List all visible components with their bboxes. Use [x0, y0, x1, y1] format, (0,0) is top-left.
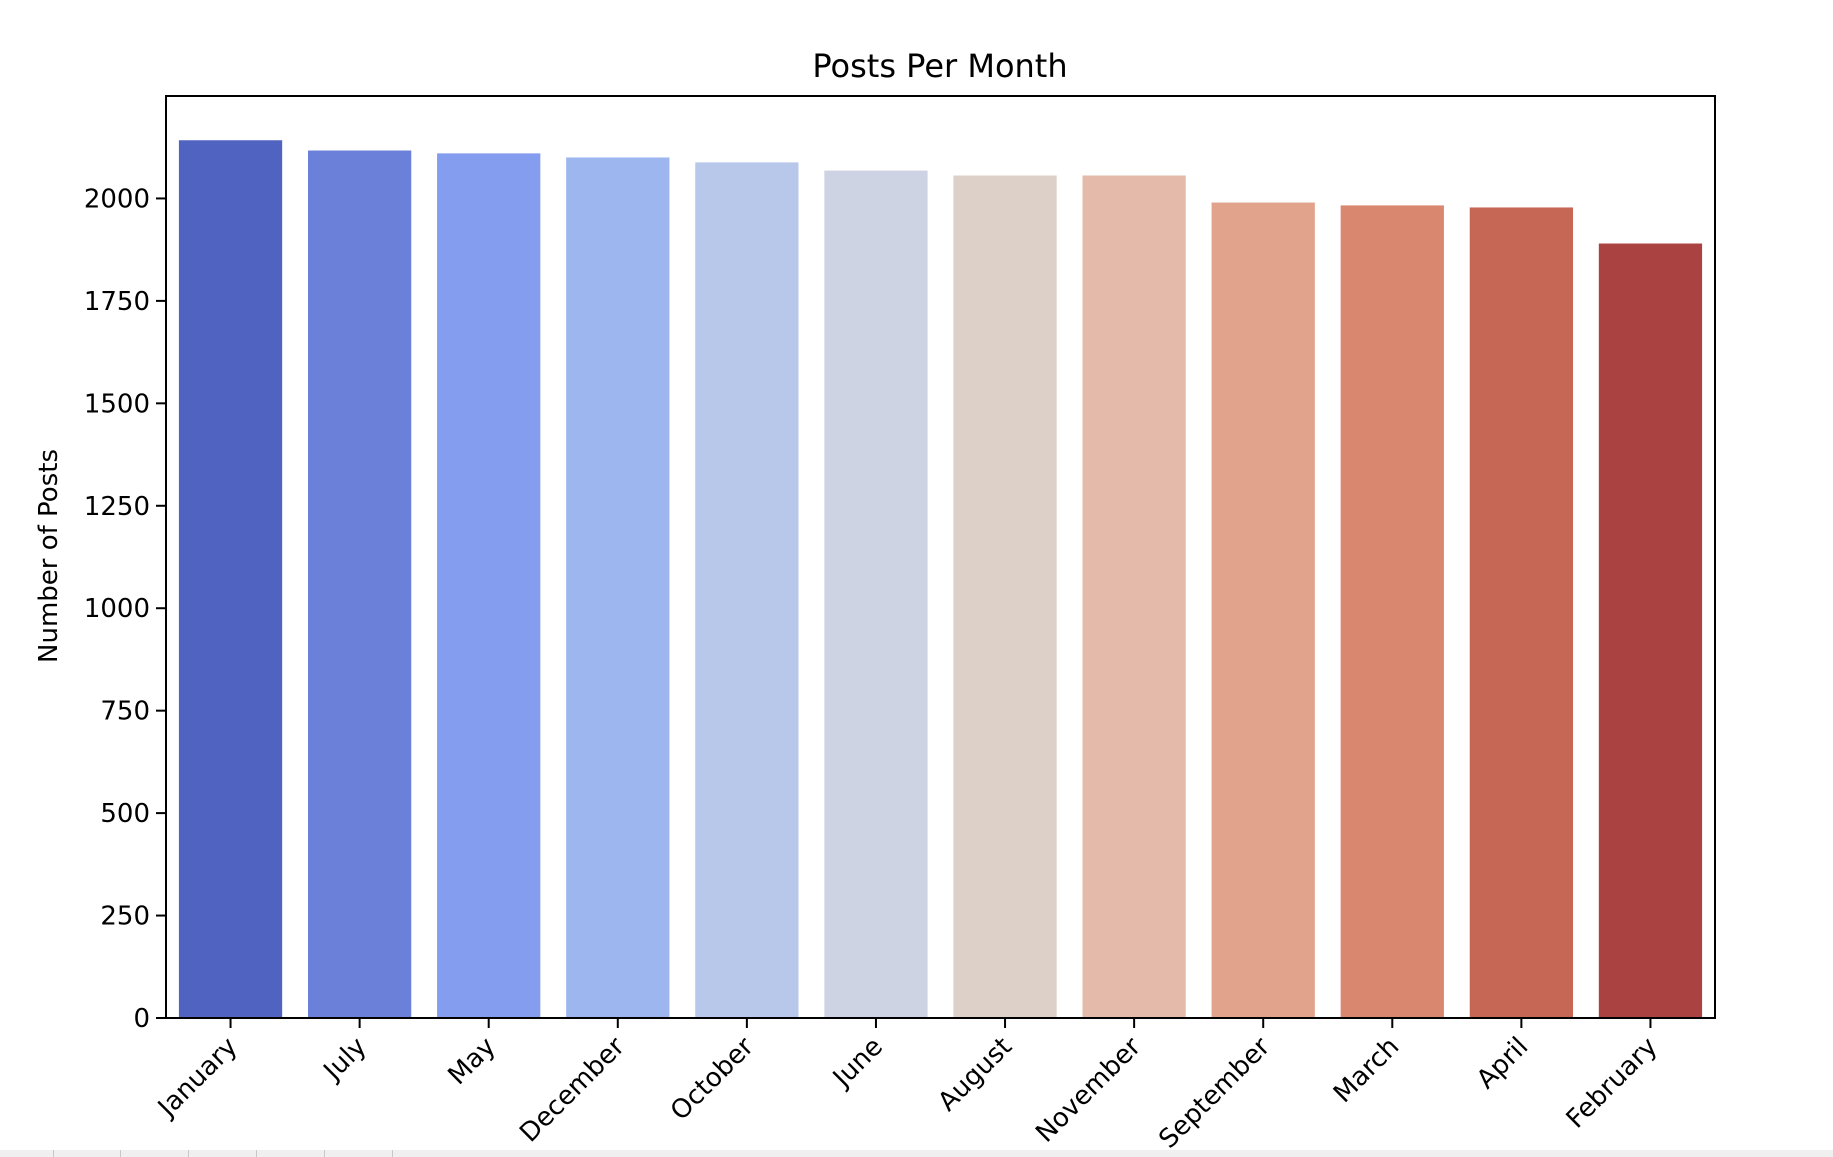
x-tick-label: August	[932, 1032, 1018, 1118]
y-tick-label: 2000	[84, 184, 150, 214]
bar-september	[1211, 202, 1315, 1018]
bar-february	[1598, 243, 1703, 1018]
strip-segment	[55, 1150, 121, 1157]
bar-april	[1469, 207, 1574, 1019]
y-tick-label: 1750	[84, 287, 150, 317]
strip-segment	[191, 1150, 257, 1157]
bar-october	[695, 162, 799, 1018]
y-axis-ticks: 0 250 500 750 1000 1250 1500 1750 2000	[84, 184, 166, 1034]
y-tick-label: 1250	[84, 492, 150, 522]
y-tick-label: 1500	[84, 389, 150, 419]
bar-march	[1340, 205, 1444, 1019]
x-tick-label: July	[317, 1032, 373, 1088]
x-tick-label: April	[1471, 1032, 1534, 1095]
x-tick-label: December	[514, 1032, 631, 1149]
bar-june	[824, 170, 928, 1018]
chart-title: Posts Per Month	[812, 47, 1067, 85]
y-tick-label: 0	[133, 1004, 150, 1034]
bar-december	[566, 157, 670, 1018]
bar-november	[1082, 175, 1186, 1018]
x-tick-label: May	[442, 1032, 501, 1091]
bar-january	[178, 140, 283, 1019]
y-tick-label: 750	[100, 697, 150, 727]
x-tick-label: January	[151, 1032, 243, 1124]
y-tick-label: 1000	[84, 594, 150, 624]
x-tick-label: March	[1328, 1032, 1405, 1109]
strip-segment	[0, 1150, 54, 1157]
strip-segment	[123, 1150, 189, 1157]
x-tick-label: February	[1561, 1032, 1664, 1135]
x-tick-label: June	[826, 1032, 889, 1095]
y-tick-label: 500	[100, 799, 150, 829]
plot-frame	[165, 95, 1716, 1019]
bottom-scroll-strip	[0, 1150, 1833, 1157]
bar-july	[307, 150, 412, 1019]
x-tick-label: October	[665, 1032, 760, 1127]
strip-segment	[327, 1150, 393, 1157]
y-tick-label: 250	[100, 902, 150, 932]
bars-group	[178, 140, 1703, 1019]
strip-segment	[259, 1150, 325, 1157]
y-axis-label: Number of Posts	[34, 449, 64, 663]
x-tick-label: November	[1030, 1032, 1147, 1149]
x-axis-ticks: January July May December October June August N…	[151, 1018, 1663, 1155]
bar-august	[953, 175, 1057, 1018]
bar-may	[437, 153, 541, 1018]
x-tick-label: September	[1153, 1032, 1276, 1155]
